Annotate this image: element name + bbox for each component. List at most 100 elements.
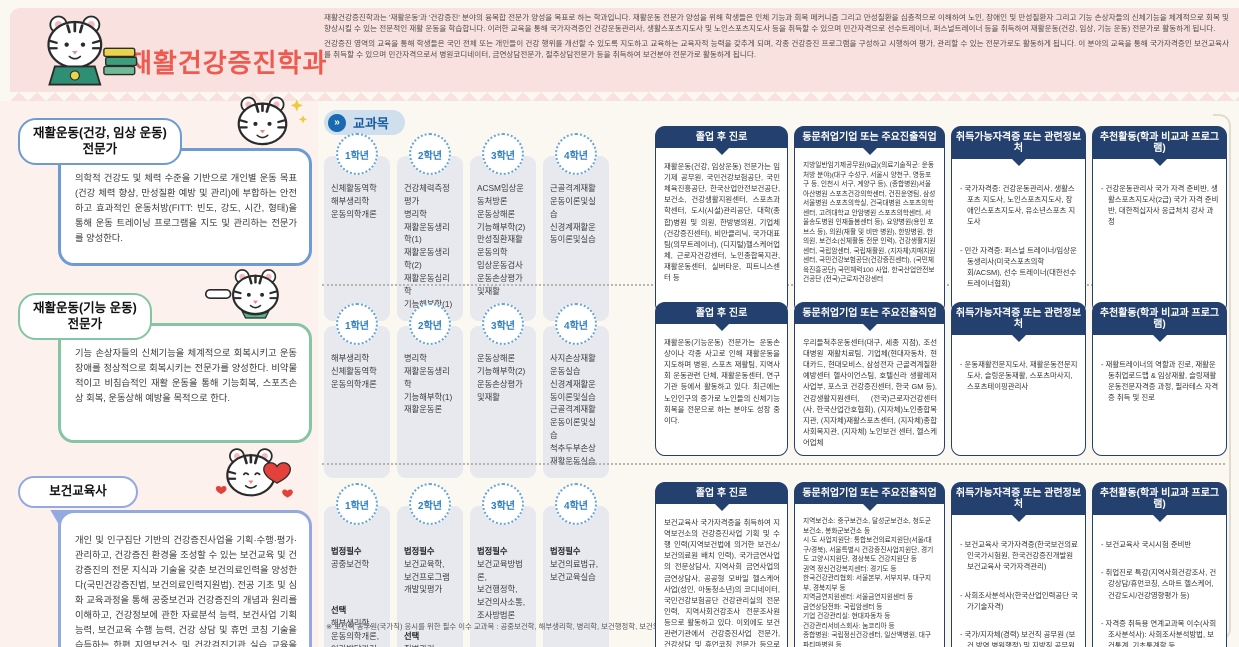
required-courses: 보건교육학, 보건프로그램개발및평가 [404, 558, 450, 595]
activity-item: 건강운동관리사 국가 자격 준비반, 생활스포츠지도사(2급) 국가 자격 준비… [1101, 183, 1219, 227]
course-list: 운동상해론 기능해부학(2) 운동손상평가및재활 [470, 326, 536, 478]
year-badge: 3학년 [482, 303, 524, 345]
certificate-item: 운동재활전문지도사, 재활운동전문지도사, 슬링운동재활, 스포츠마사지, 스포… [960, 359, 1078, 392]
tiger-pointing-icon [202, 265, 294, 323]
year-badge: 3학년 [482, 483, 524, 525]
companies-text: 우리들척추운동센터(대구, 세종 지점), 조선대병원 재활치료팀, 기업체(현… [803, 338, 937, 447]
panel-title: 재활운동(건강, 임상 운동) 전문가 [18, 118, 182, 166]
course-list: 사지손상재활운동실습 신경계재활운동이론및실습 근골격계재활운동이론및실습 척추… [543, 326, 609, 478]
course-list: 신체활동역학 해부생리학 운동의학개론 [324, 156, 390, 321]
year-badge: 1학년 [336, 133, 378, 175]
required-courses: 보건의료법규, 보건교육실습 [550, 558, 599, 582]
info-row-1: 졸업 후 진로 재활운동(건강, 임상운동) 전문가는 임기제 공무원, 국민건… [655, 126, 1227, 315]
elective-label: 선택 [404, 631, 420, 642]
certificates-list: 국가자격증: 건강운동관리사, 생활스포츠 지도사, 노인스포츠지도사, 장애인… [952, 159, 1085, 313]
info-box-header: 추천활동(학과 비교과 프로그램) [1093, 303, 1226, 335]
panel-clinical-exercise-expert: 재활운동(건강, 임상 운동) 전문가 의학적 건강도 및 체력 수준을 기반으… [16, 96, 312, 266]
zigzag-border [10, 92, 1239, 101]
course-list: 건강체력측정평가 병리학 재활운동생리학(1) 재활운동생리학(2) 재활운동심… [397, 156, 463, 321]
course-list: 법정필수 보건교육학, 보건프로그램개발및평가 선택 질병관리 [397, 506, 463, 647]
course-list: 근골격계재활운동이론및실습 신경계재활운동이론및실습 [543, 156, 609, 321]
tiger-heart-icon [202, 442, 298, 512]
required-label: 법정필수 [477, 545, 508, 556]
elective-courses: 질병관리 [404, 643, 457, 647]
year-column: 1학년 법정필수 공중보건학 선택 해부생리학, 운동의학개론, 인간발달과건강… [324, 483, 390, 647]
alumni-companies-box: 동문취업기업 또는 주요진출직업 우리들척추운동센터(대구, 세종 지점), 조… [794, 302, 945, 457]
info-box-header: 취득가능자격증 또는 관련정보처 [952, 483, 1085, 515]
certificate-item: 사회조사분석사(한국산업인력공단 국가기술자격) [960, 590, 1078, 612]
course-list: 법정필수 보건의료법규, 보건교육실습 [543, 506, 609, 647]
panel-title: 보건교육사 [18, 476, 138, 508]
elective-courses: 해부생리학, 운동의학개론, 인간발달과건강증진 [331, 618, 380, 647]
activity-item: 취업진로 특강(지역사회건강조사, 건강상담/휴먼코칭, 스마트 헬스케어, 건… [1101, 567, 1219, 600]
companies-text: 지방일반임기제공무원(9급)(의료기술직군: 운동처방 분야)(대구 수성구, … [803, 162, 936, 284]
certificates-box: 취득가능자격증 또는 관련정보처 국가자격증: 건강운동관리사, 생활스포츠 지… [951, 126, 1086, 315]
certificates-box: 취득가능자격증 또는 관련정보처 보건교육사 국가자격증(한국보건의료인국가시험… [951, 482, 1086, 647]
recommended-activities-box: 추천활동(학과 비교과 프로그램) 보건교육사 국시시험 준비반 취업진로 특강… [1092, 482, 1227, 647]
year-badge: 1학년 [336, 483, 378, 525]
year-column: 2학년 법정필수 보건교육학, 보건프로그램개발및평가 선택 질병관리 [397, 483, 463, 647]
curriculum-section-badge: » 교과목 [324, 110, 405, 135]
required-label: 법정필수 [404, 545, 435, 556]
tiger-sparkle-icon [222, 92, 310, 154]
year-badge: 4학년 [555, 483, 597, 525]
required-label: 법정필수 [331, 545, 362, 556]
info-box-header: 졸업 후 진로 [656, 483, 787, 504]
year-column: 1학년 신체활동역학 해부생리학 운동의학개론 [324, 133, 390, 321]
info-box-header: 추천활동(학과 비교과 프로그램) [1093, 483, 1226, 515]
curriculum-row-1: 1학년 신체활동역학 해부생리학 운동의학개론 2학년 건강체력측정평가 병리학… [324, 133, 626, 321]
required-label: 법정필수 [550, 545, 581, 556]
curriculum-row-3: 1학년 법정필수 공중보건학 선택 해부생리학, 운동의학개론, 인간발달과건강… [324, 483, 626, 647]
activity-item: 자격증 취득용 연계교과목 이수(사회조사분석사): 사회조사분석방법, 보건통… [1101, 618, 1219, 647]
intro-paragraph-1: 재활건강증진학과는 '재활운동'과 '건강증진' 분야의 융복합 전문가 양성을… [324, 13, 1229, 34]
tiger-books-laptop-icon [24, 10, 142, 92]
year-column: 4학년 사지손상재활운동실습 신경계재활운동이론및실습 근골격계재활운동이론및실… [543, 303, 609, 478]
year-badge: 4학년 [555, 303, 597, 345]
info-box-header: 추천활동(학과 비교과 프로그램) [1093, 127, 1226, 159]
year-column: 3학년 운동상해론 기능해부학(2) 운동손상평가및재활 [470, 303, 536, 478]
activity-item: 보건교육사 국시시험 준비반 [1101, 539, 1219, 550]
certificate-item: 국가자격증: 건강운동관리사, 생활스포츠 지도사, 노인스포츠지도사, 장애인… [960, 183, 1078, 227]
companies-text: 지역보건소: 중구보건소, 달성군보건소, 청도군보건소, 봉화군보건소 등 시… [803, 518, 934, 647]
year-column: 2학년 건강체력측정평가 병리학 재활운동생리학(1) 재활운동생리학(2) 재… [397, 133, 463, 321]
year-badge: 1학년 [336, 303, 378, 345]
activity-item: 재활트레이너의 역할과 진로, 재활운동취업로드맵 & 임상재활, 슬링재활운동… [1101, 359, 1219, 403]
alumni-companies-box: 동문취업기업 또는 주요진출직업 지방일반임기제공무원(9급)(의료기술직군: … [794, 126, 945, 315]
course-list: 해부생리학 신체활동역학 운동의학개론 [324, 326, 390, 478]
year-badge: 2학년 [409, 483, 451, 525]
career-box: 졸업 후 진로 재활운동(기능운동) 전문가는 운동손상이나 각종 사고로 인해… [655, 302, 788, 457]
intro-paragraph-2: 건강증진 영역의 교육을 통해 학생들은 국민 전체 또는 개인들이 건강 행위… [324, 38, 1229, 60]
year-badge: 3학년 [482, 133, 524, 175]
required-courses: 보건교육방법론, 보건행정학, 보건의사소통, 조사방법론 [477, 558, 526, 621]
double-chevron-icon: » [328, 113, 346, 132]
year-column: 4학년 법정필수 보건의료법규, 보건교육실습 [543, 483, 609, 647]
course-list: 법정필수 공중보건학 선택 해부생리학, 운동의학개론, 인간발달과건강증진 [324, 506, 390, 647]
course-list: 법정필수 보건교육방법론, 보건행정학, 보건의사소통, 조사방법론 [470, 506, 536, 647]
curriculum-section-label: 교과목 [353, 116, 389, 131]
panel-body: 의학적 건강도 및 체력 수준을 기반으로 개인별 운동 목표(건강 체력 향상… [58, 148, 312, 266]
info-box-header: 동문취업기업 또는 주요진출직업 [795, 483, 944, 504]
career-text: 보건교육사 국가자격증을 취득하여 지역보건소의 건강증진사업 기획 및 수행 … [664, 518, 780, 647]
career-box: 졸업 후 진로 재활운동(건강, 임상운동) 전문가는 임기제 공무원, 국민건… [655, 126, 788, 315]
info-box-header: 취득가능자격증 또는 관련정보처 [952, 303, 1085, 335]
info-row-2: 졸업 후 진로 재활운동(기능운동) 전문가는 운동손상이나 각종 사고로 인해… [655, 302, 1227, 457]
year-column: 3학년 법정필수 보건교육방법론, 보건행정학, 보건의사소통, 조사방법론 [470, 483, 536, 647]
elective-label: 선택 [331, 605, 347, 616]
panel-body: 기능 손상자들의 신체기능을 체계적으로 회복시키고 운동장애를 정상적으로 회… [58, 323, 312, 443]
activities-list: 건강운동관리사 국가 자격 준비반, 생활스포츠지도사(2급) 국가 자격 준비… [1093, 159, 1226, 252]
career-text: 재활운동(기능운동) 전문가는 운동손상이나 각종 사고로 인해 재활운동을 지… [664, 338, 780, 425]
info-box-header: 동문취업기업 또는 주요진출직업 [795, 303, 944, 324]
course-list: ACSM임상운동처방론 운동상해론 기능해부학(2) 만성질환재활운동의학 임상… [470, 156, 536, 321]
recommended-activities-box: 추천활동(학과 비교과 프로그램) 건강운동관리사 국가 자격 준비반, 생활스… [1092, 126, 1227, 315]
department-intro: 재활건강증진학과는 '재활운동'과 '건강증진' 분야의 융복합 전문가 양성을… [324, 12, 1229, 64]
panel-title: 재활운동(기능 운동) 전문가 [18, 293, 152, 341]
dotted-separator [322, 463, 1225, 465]
department-title: 재활건강증진학과 [128, 48, 328, 79]
panel-functional-exercise-expert: 재활운동(기능 운동) 전문가 기능 손상자들의 신체기능을 체계적으로 회복시… [16, 269, 312, 443]
curriculum-row-2: 1학년 해부생리학 신체활동역학 운동의학개론 2학년 병리학 재활운동생리학 … [324, 303, 626, 478]
course-list: 병리학 재활운동생리학 기능해부학(1) 재활운동론 [397, 326, 463, 478]
activities-list: 보건교육사 국시시험 준비반 취업진로 특강(지역사회건강조사, 건강상담/휴먼… [1093, 515, 1226, 647]
year-badge: 2학년 [409, 133, 451, 175]
year-badge: 4학년 [555, 133, 597, 175]
